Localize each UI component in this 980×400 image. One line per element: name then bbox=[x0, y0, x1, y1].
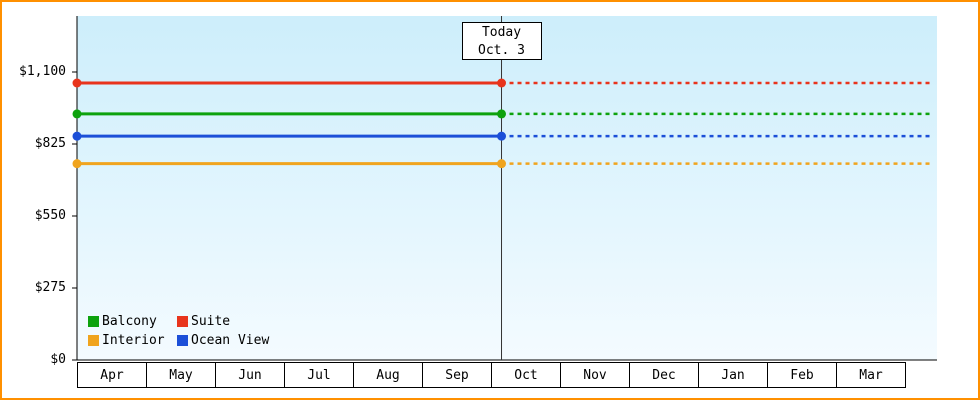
month-cell-aug: Aug bbox=[353, 362, 423, 388]
legend-item-interior: Interior bbox=[88, 333, 177, 348]
legend-item-suite: Suite bbox=[177, 314, 269, 329]
today-date: Oct. 3 bbox=[478, 43, 525, 58]
month-cell-oct: Oct bbox=[491, 362, 561, 388]
month-cell-jun: Jun bbox=[215, 362, 285, 388]
legend-label: Suite bbox=[191, 314, 231, 329]
month-cell-jan: Jan bbox=[698, 362, 768, 388]
today-label: Today bbox=[481, 25, 522, 40]
month-cell-sep: Sep bbox=[422, 362, 492, 388]
legend-label: Interior bbox=[102, 333, 165, 348]
today-label-box: Today Oct. 3 bbox=[461, 22, 542, 60]
y-tick-label: $275 bbox=[34, 280, 66, 295]
y-tick-label: $550 bbox=[34, 208, 66, 223]
y-tick-label: $825 bbox=[34, 136, 66, 151]
month-cell-feb: Feb bbox=[767, 362, 837, 388]
legend-swatch bbox=[177, 335, 188, 346]
legend-swatch bbox=[88, 335, 99, 346]
legend-label: Ocean View bbox=[191, 333, 270, 348]
month-cell-apr: Apr bbox=[77, 362, 147, 388]
y-tick-label: $0 bbox=[50, 352, 66, 367]
plot-area bbox=[77, 16, 937, 360]
month-cell-may: May bbox=[146, 362, 216, 388]
legend-swatch bbox=[177, 316, 188, 327]
month-cell-nov: Nov bbox=[560, 362, 630, 388]
month-cell-dec: Dec bbox=[629, 362, 699, 388]
y-tick-label: $1,100 bbox=[19, 64, 66, 79]
legend-label: Balcony bbox=[102, 314, 157, 329]
legend-item-balcony: Balcony bbox=[88, 314, 177, 329]
month-cell-mar: Mar bbox=[836, 362, 906, 388]
x-axis-month-row: Apr May Jun Jul Aug Sep Oct Nov Dec Jan Feb Mar bbox=[77, 362, 906, 388]
legend-item-ocean-view: Ocean View bbox=[177, 333, 269, 348]
legend-swatch bbox=[88, 316, 99, 327]
month-cell-jul: Jul bbox=[284, 362, 354, 388]
legend: Balcony Suite Interior Ocean View bbox=[88, 314, 269, 348]
